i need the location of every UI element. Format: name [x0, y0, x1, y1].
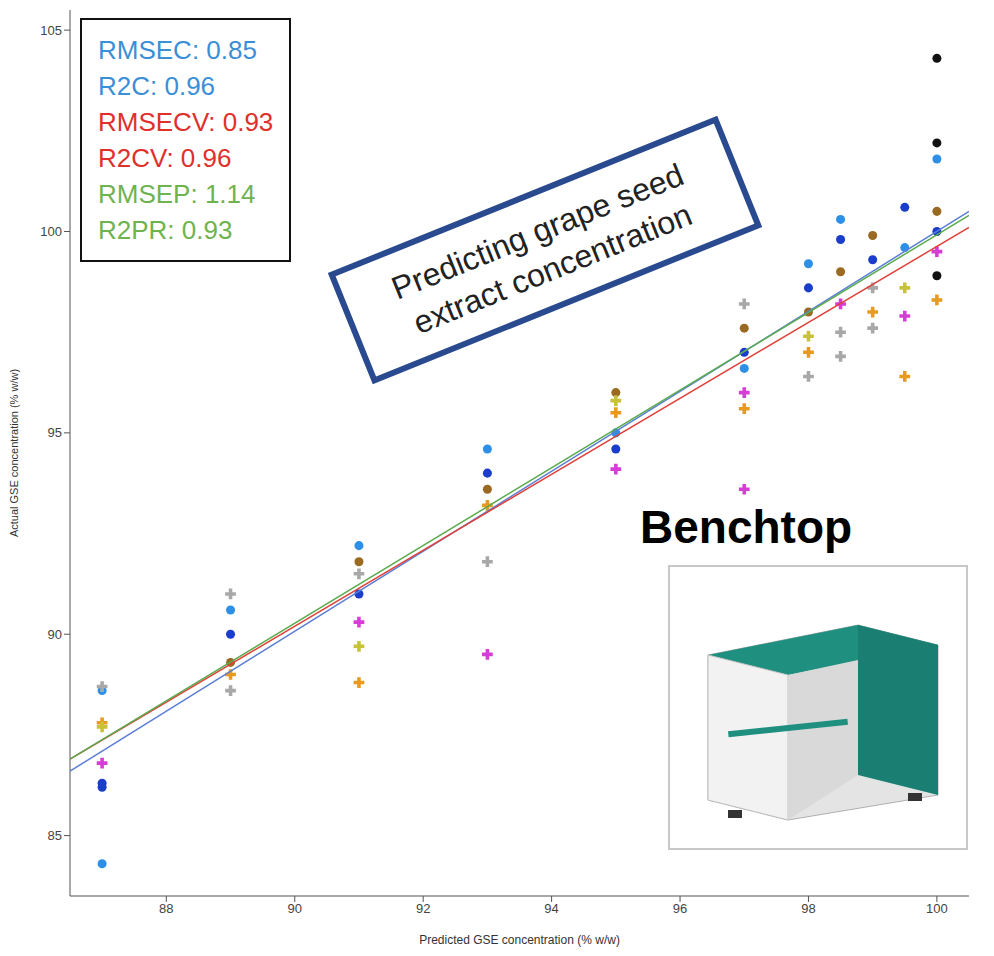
svg-text:90: 90	[288, 901, 302, 916]
html-text:Benchtop: Benchtop	[640, 501, 853, 553]
svg-text:85: 85	[48, 828, 62, 843]
svg-text:96: 96	[673, 901, 687, 916]
svg-text:100: 100	[926, 901, 948, 916]
html-text:R2PR: 0.93: R2PR: 0.93	[98, 215, 233, 245]
svg-text:100: 100	[40, 224, 62, 239]
svg-text:88: 88	[159, 901, 173, 916]
html-text:R2C: 0.96: R2C: 0.96	[98, 71, 216, 101]
svg-text:105: 105	[40, 23, 62, 38]
svg-text:Predicted GSE concentration (%: Predicted GSE concentration (% w/w)	[419, 933, 620, 947]
svg-text:92: 92	[416, 901, 430, 916]
html-text:RMSEP: 1.14: RMSEP: 1.14	[98, 179, 256, 209]
svg-text:95: 95	[48, 425, 62, 440]
svg-text:Actual GSE concentration (% w/: Actual GSE concentration (% w/w)	[8, 369, 20, 537]
html-text:RMSEC: 0.85: RMSEC: 0.85	[98, 35, 257, 65]
html-text:Predicting grape seed extract: Predicting grape seed extract concentrat…	[386, 156, 697, 341]
html-text:R2CV: 0.96: R2CV: 0.96	[98, 143, 232, 173]
svg-text:90: 90	[48, 627, 62, 642]
html-text:RMSECV: 0.93: RMSECV: 0.93	[98, 107, 274, 137]
svg-text:98: 98	[801, 901, 815, 916]
svg-text:94: 94	[544, 901, 558, 916]
